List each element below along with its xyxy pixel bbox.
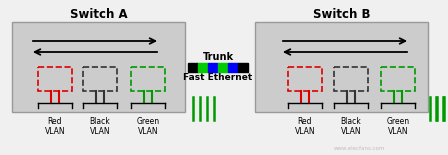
Bar: [255, 22, 428, 112]
Text: www.elecfans.com: www.elecfans.com: [334, 146, 386, 151]
Text: Switch B: Switch B: [313, 7, 370, 20]
Text: Black
VLAN: Black VLAN: [90, 117, 110, 136]
Bar: [238, 63, 248, 72]
Text: Green
VLAN: Green VLAN: [387, 117, 409, 136]
Text: Black
VLAN: Black VLAN: [340, 117, 362, 136]
Text: Green
VLAN: Green VLAN: [137, 117, 159, 136]
Bar: [228, 63, 238, 72]
Text: Trunk: Trunk: [202, 52, 233, 62]
Bar: [188, 63, 198, 72]
Text: Red
VLAN: Red VLAN: [45, 117, 65, 136]
Text: Red
VLAN: Red VLAN: [295, 117, 315, 136]
Bar: [198, 63, 208, 72]
Bar: [208, 63, 218, 72]
Text: Fast Ethernet: Fast Ethernet: [183, 73, 253, 82]
Bar: [12, 22, 185, 112]
Bar: [218, 63, 228, 72]
Text: Switch A: Switch A: [70, 7, 127, 20]
